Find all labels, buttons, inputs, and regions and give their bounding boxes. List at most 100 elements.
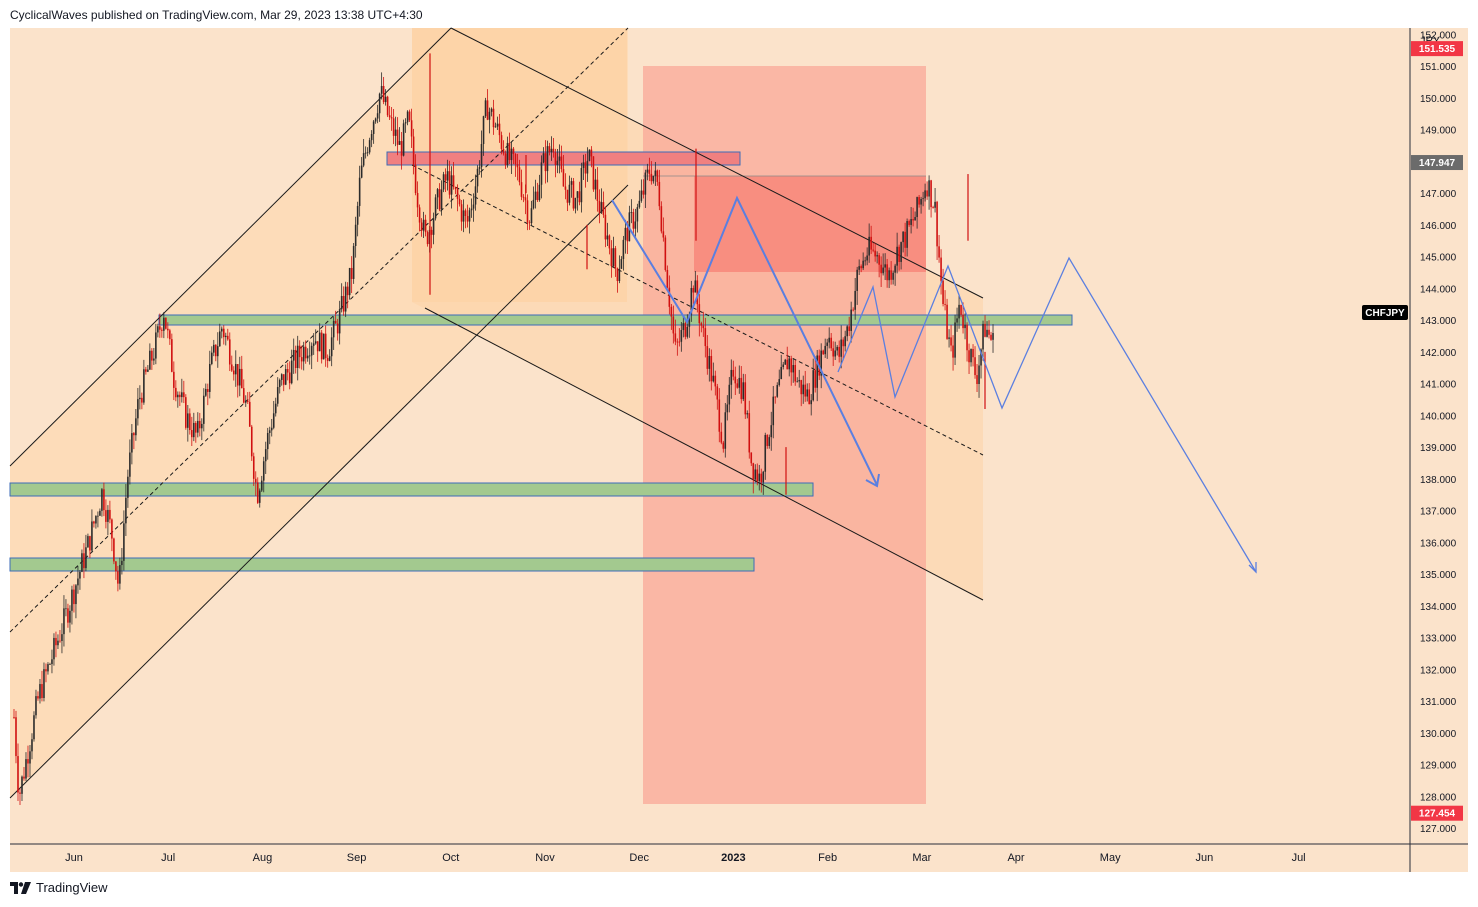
candle-body [922, 198, 924, 200]
candle-body [87, 536, 89, 548]
tradingview-brand[interactable]: TradingView [10, 880, 108, 895]
candle-body [258, 490, 261, 503]
candle-body [638, 200, 641, 208]
candle-body [398, 141, 401, 145]
candle-body [808, 389, 811, 405]
candle-body [874, 250, 876, 257]
candle-body [894, 265, 896, 273]
support-zone-138 [9, 482, 814, 497]
candle-body [456, 189, 459, 199]
candle-body [530, 208, 533, 224]
candle-body [518, 167, 521, 183]
candle-body [211, 352, 213, 364]
candle-body [230, 364, 233, 371]
candle-body [782, 364, 785, 368]
candle-body [786, 359, 789, 370]
candle-body [218, 331, 221, 347]
candle-body [526, 200, 529, 223]
candle-body [492, 108, 495, 128]
price-tick-label: 130.000 [1420, 729, 1457, 740]
candle-body [726, 404, 729, 413]
candle-body [588, 149, 591, 161]
candle-body [720, 431, 723, 443]
candle-body [129, 452, 131, 477]
candle-body [736, 383, 739, 388]
candle-body [296, 345, 299, 368]
candle-body [900, 242, 902, 262]
candle-body [700, 323, 703, 326]
candle-body [946, 304, 948, 339]
candle-body [552, 148, 555, 153]
candle-body [181, 392, 183, 398]
candle-body [898, 246, 900, 262]
candle-body [580, 167, 583, 203]
candle-body [724, 412, 727, 449]
candle-body [562, 169, 565, 187]
candle-body [103, 489, 105, 511]
candle-body [111, 519, 113, 539]
candle-body [566, 189, 569, 203]
candle-body [938, 246, 940, 258]
candle-body [772, 396, 775, 426]
candle-body [125, 497, 127, 524]
candle-body [534, 191, 537, 200]
candle-body [816, 355, 818, 388]
candle-body [872, 249, 874, 251]
candle-body [388, 115, 391, 118]
candle-body [179, 394, 181, 398]
candle-body [205, 389, 207, 396]
candle-body [436, 189, 439, 198]
candle-body [904, 231, 906, 248]
candle-body [836, 346, 838, 351]
candle-body [486, 100, 489, 120]
candle-body [654, 170, 657, 176]
candle-body [314, 341, 317, 344]
price-tick-label: 139.000 [1420, 443, 1457, 454]
candle-body [960, 304, 962, 315]
candle-body [316, 341, 319, 352]
candle-body [163, 317, 165, 331]
candle-body [858, 266, 860, 270]
candle-body [626, 227, 629, 242]
price-axis-panel[interactable] [1410, 28, 1468, 844]
candle-body [670, 306, 673, 317]
candle-body [890, 270, 892, 280]
candle-body [348, 267, 351, 296]
candle-body [328, 356, 331, 361]
brand-name: TradingView [36, 880, 108, 895]
candle-body [844, 336, 846, 347]
candle-body [504, 153, 507, 166]
candle-body [207, 389, 209, 392]
candle-body [688, 314, 691, 327]
candle-body [850, 309, 852, 331]
candle-body [886, 264, 888, 281]
candle-body [236, 364, 239, 386]
candle-body [406, 111, 409, 123]
candle-body [970, 349, 972, 363]
candle-body [696, 280, 699, 305]
candle-body [157, 326, 159, 333]
time-tick-label: Aug [253, 852, 273, 864]
svg-text:CHFJPY: CHFJPY [1365, 308, 1405, 319]
candle-body [662, 231, 665, 238]
candle-body [792, 365, 795, 373]
candle-body [254, 478, 257, 483]
candle-body [135, 418, 137, 436]
candle-body [167, 328, 169, 331]
time-axis-panel[interactable] [10, 844, 1468, 872]
candle-body [542, 153, 545, 163]
candle-body [690, 288, 693, 315]
candle-body [652, 175, 655, 182]
candle-body [244, 400, 247, 403]
candle-body [934, 201, 936, 208]
candle-body [213, 344, 215, 353]
price-tick-label: 131.000 [1420, 697, 1457, 708]
candle-body [930, 180, 932, 208]
candle-body [702, 325, 705, 329]
publisher-header: CyclicalWaves published on TradingView.c… [0, 0, 1478, 28]
candle-body [282, 374, 285, 385]
candle-body [454, 186, 457, 190]
candle-body [242, 388, 245, 403]
candle-body [185, 397, 187, 428]
